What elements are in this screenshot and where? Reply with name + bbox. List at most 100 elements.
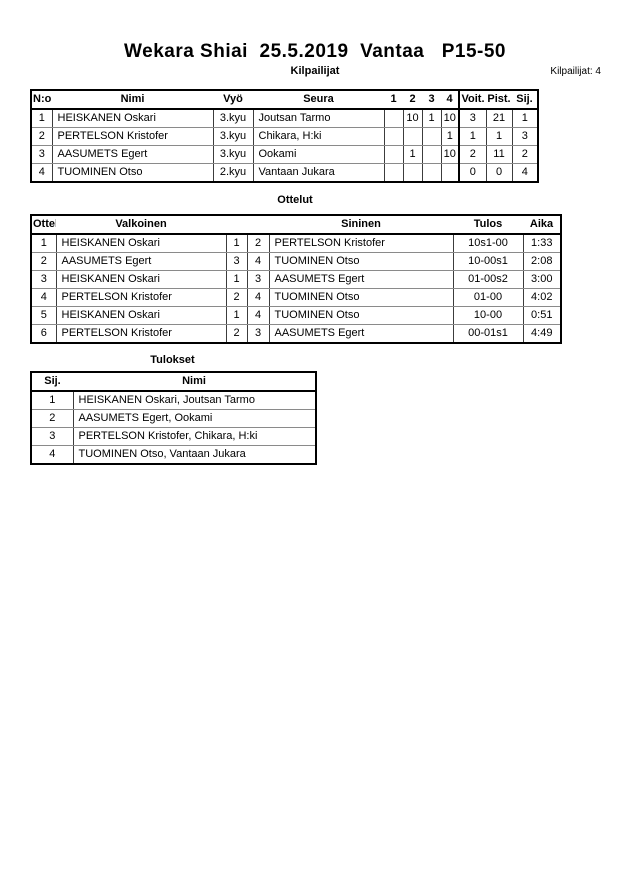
col-sij: 3 xyxy=(30,427,74,446)
col-seura: Chikara, H:ki xyxy=(252,127,385,146)
col-match-no: 6 xyxy=(30,324,57,344)
competitor-count-label: Kilpailijat: 4 xyxy=(550,66,601,77)
col-match-no: 5 xyxy=(30,306,57,325)
col-nimi: AASUMETS Egert xyxy=(51,145,214,164)
col-no: 3 xyxy=(30,145,53,164)
table-row: 3 HEISKANEN Oskari 1 3 AASUMETS Egert 01… xyxy=(30,270,562,289)
col-tulos: 01-00s2 xyxy=(452,270,524,289)
col-aika: 2:08 xyxy=(522,252,562,271)
table-row: 2 AASUMETS Egert 3 4 TUOMINEN Otso 10-00… xyxy=(30,252,562,271)
table-row: 2 PERTELSON Kristofer 3.kyu Chikara, H:k… xyxy=(30,127,539,146)
col-no: 1 xyxy=(30,108,53,128)
col-white-name: HEISKANEN Oskari xyxy=(55,306,227,325)
col-blue-no: 3 xyxy=(246,270,270,289)
col-score-3 xyxy=(421,163,442,183)
header-pist: Pist. xyxy=(486,90,512,110)
section-title-kilpailijat: Kilpailijat xyxy=(290,65,340,77)
col-score-3: 1 xyxy=(421,108,442,128)
col-match-no: 4 xyxy=(30,288,57,307)
col-tulos: 10-00 xyxy=(452,306,524,325)
col-nimi: TUOMINEN Otso, Vantaan Jukara xyxy=(72,445,317,465)
col-voit: 2 xyxy=(458,145,487,164)
col-blue-no: 4 xyxy=(246,306,270,325)
table-row: 6 PERTELSON Kristofer 2 3 AASUMETS Egert… xyxy=(30,324,562,344)
col-blue-no: 3 xyxy=(246,324,270,344)
col-score-2 xyxy=(402,163,423,183)
col-score-4 xyxy=(440,163,460,183)
col-score-4: 10 xyxy=(440,145,460,164)
tulokset-header-row: Sij. Nimi xyxy=(31,372,316,392)
col-score-4: 1 xyxy=(440,127,460,146)
col-seura: Ookami xyxy=(252,145,385,164)
col-score-1 xyxy=(383,163,404,183)
col-seura: Joutsan Tarmo xyxy=(252,108,385,128)
col-score-4: 10 xyxy=(440,108,460,128)
col-nimi: AASUMETS Egert, Ookami xyxy=(72,409,317,428)
table-row: 1 HEISKANEN Oskari 3.kyu Joutsan Tarmo 1… xyxy=(30,108,539,128)
header-c2: 2 xyxy=(403,90,422,110)
col-match-no: 2 xyxy=(30,252,57,271)
col-score-1 xyxy=(383,145,404,164)
col-tulos: 10s1-00 xyxy=(452,233,524,253)
col-nimi: TUOMINEN Otso xyxy=(51,163,214,183)
col-white-no: 1 xyxy=(225,270,248,289)
header-nimi: Nimi xyxy=(73,372,316,392)
col-sij: 4 xyxy=(30,445,74,465)
col-score-2 xyxy=(402,127,423,146)
col-score-2: 10 xyxy=(402,108,423,128)
col-tulos: 00-01s1 xyxy=(452,324,524,344)
col-blue-no: 4 xyxy=(246,288,270,307)
col-pist: 21 xyxy=(485,108,513,128)
header-sininen: Sininen xyxy=(269,215,453,235)
col-nimi: HEISKANEN Oskari xyxy=(51,108,214,128)
col-white-name: HEISKANEN Oskari xyxy=(55,233,227,253)
col-blue-no: 2 xyxy=(246,233,270,253)
header-voit: Voit. xyxy=(458,90,486,110)
header-no: N:o xyxy=(31,90,52,110)
col-no: 2 xyxy=(30,127,53,146)
header-blue-no xyxy=(247,215,269,235)
col-vyo: 2.kyu xyxy=(212,163,254,183)
col-blue-no: 4 xyxy=(246,252,270,271)
header-ottelu: Ottelu xyxy=(31,215,56,235)
col-white-name: HEISKANEN Oskari xyxy=(55,270,227,289)
col-nimi: PERTELSON Kristofer xyxy=(51,127,214,146)
col-vyo: 3.kyu xyxy=(212,145,254,164)
header-tulos: Tulos xyxy=(453,215,523,235)
col-white-no: 1 xyxy=(225,233,248,253)
col-white-name: PERTELSON Kristofer xyxy=(55,324,227,344)
col-voit: 0 xyxy=(458,163,487,183)
col-nimi: PERTELSON Kristofer, Chikara, H:ki xyxy=(72,427,317,446)
col-blue-name: AASUMETS Egert xyxy=(268,324,454,344)
header-white-no xyxy=(226,215,247,235)
col-voit: 1 xyxy=(458,127,487,146)
col-pist: 1 xyxy=(485,127,513,146)
header-aika: Aika xyxy=(523,215,561,235)
col-pist: 11 xyxy=(485,145,513,164)
ottelut-table: Ottelu Valkoinen Sininen Tulos Aika 1 HE… xyxy=(30,214,562,344)
col-voit: 3 xyxy=(458,108,487,128)
col-match-no: 3 xyxy=(30,270,57,289)
header-vyo: Vyö xyxy=(213,90,253,110)
col-nimi: HEISKANEN Oskari, Joutsan Tarmo xyxy=(72,390,317,410)
col-blue-name: AASUMETS Egert xyxy=(268,270,454,289)
col-sij: 3 xyxy=(511,127,539,146)
col-blue-name: TUOMINEN Otso xyxy=(268,252,454,271)
header-c3: 3 xyxy=(422,90,441,110)
header-valkoinen: Valkoinen xyxy=(56,215,226,235)
col-blue-name: TUOMINEN Otso xyxy=(268,288,454,307)
col-pist: 0 xyxy=(485,163,513,183)
col-aika: 0:51 xyxy=(522,306,562,325)
col-aika: 3:00 xyxy=(522,270,562,289)
col-score-1 xyxy=(383,127,404,146)
table-row: 4 TUOMINEN Otso 2.kyu Vantaan Jukara 0 0… xyxy=(30,163,539,183)
page-title: Wekara Shiai 25.5.2019 Vantaa P15-50 xyxy=(124,41,506,62)
col-blue-name: TUOMINEN Otso xyxy=(268,306,454,325)
ottelut-header-row: Ottelu Valkoinen Sininen Tulos Aika xyxy=(31,215,561,235)
kilpailijat-table: N:o Nimi Vyö Seura 1 2 3 4 Voit. Pist. S… xyxy=(30,89,539,183)
col-tulos: 10-00s1 xyxy=(452,252,524,271)
col-white-name: PERTELSON Kristofer xyxy=(55,288,227,307)
col-seura: Vantaan Jukara xyxy=(252,163,385,183)
kilpailijat-header-row: N:o Nimi Vyö Seura 1 2 3 4 Voit. Pist. S… xyxy=(31,90,538,110)
